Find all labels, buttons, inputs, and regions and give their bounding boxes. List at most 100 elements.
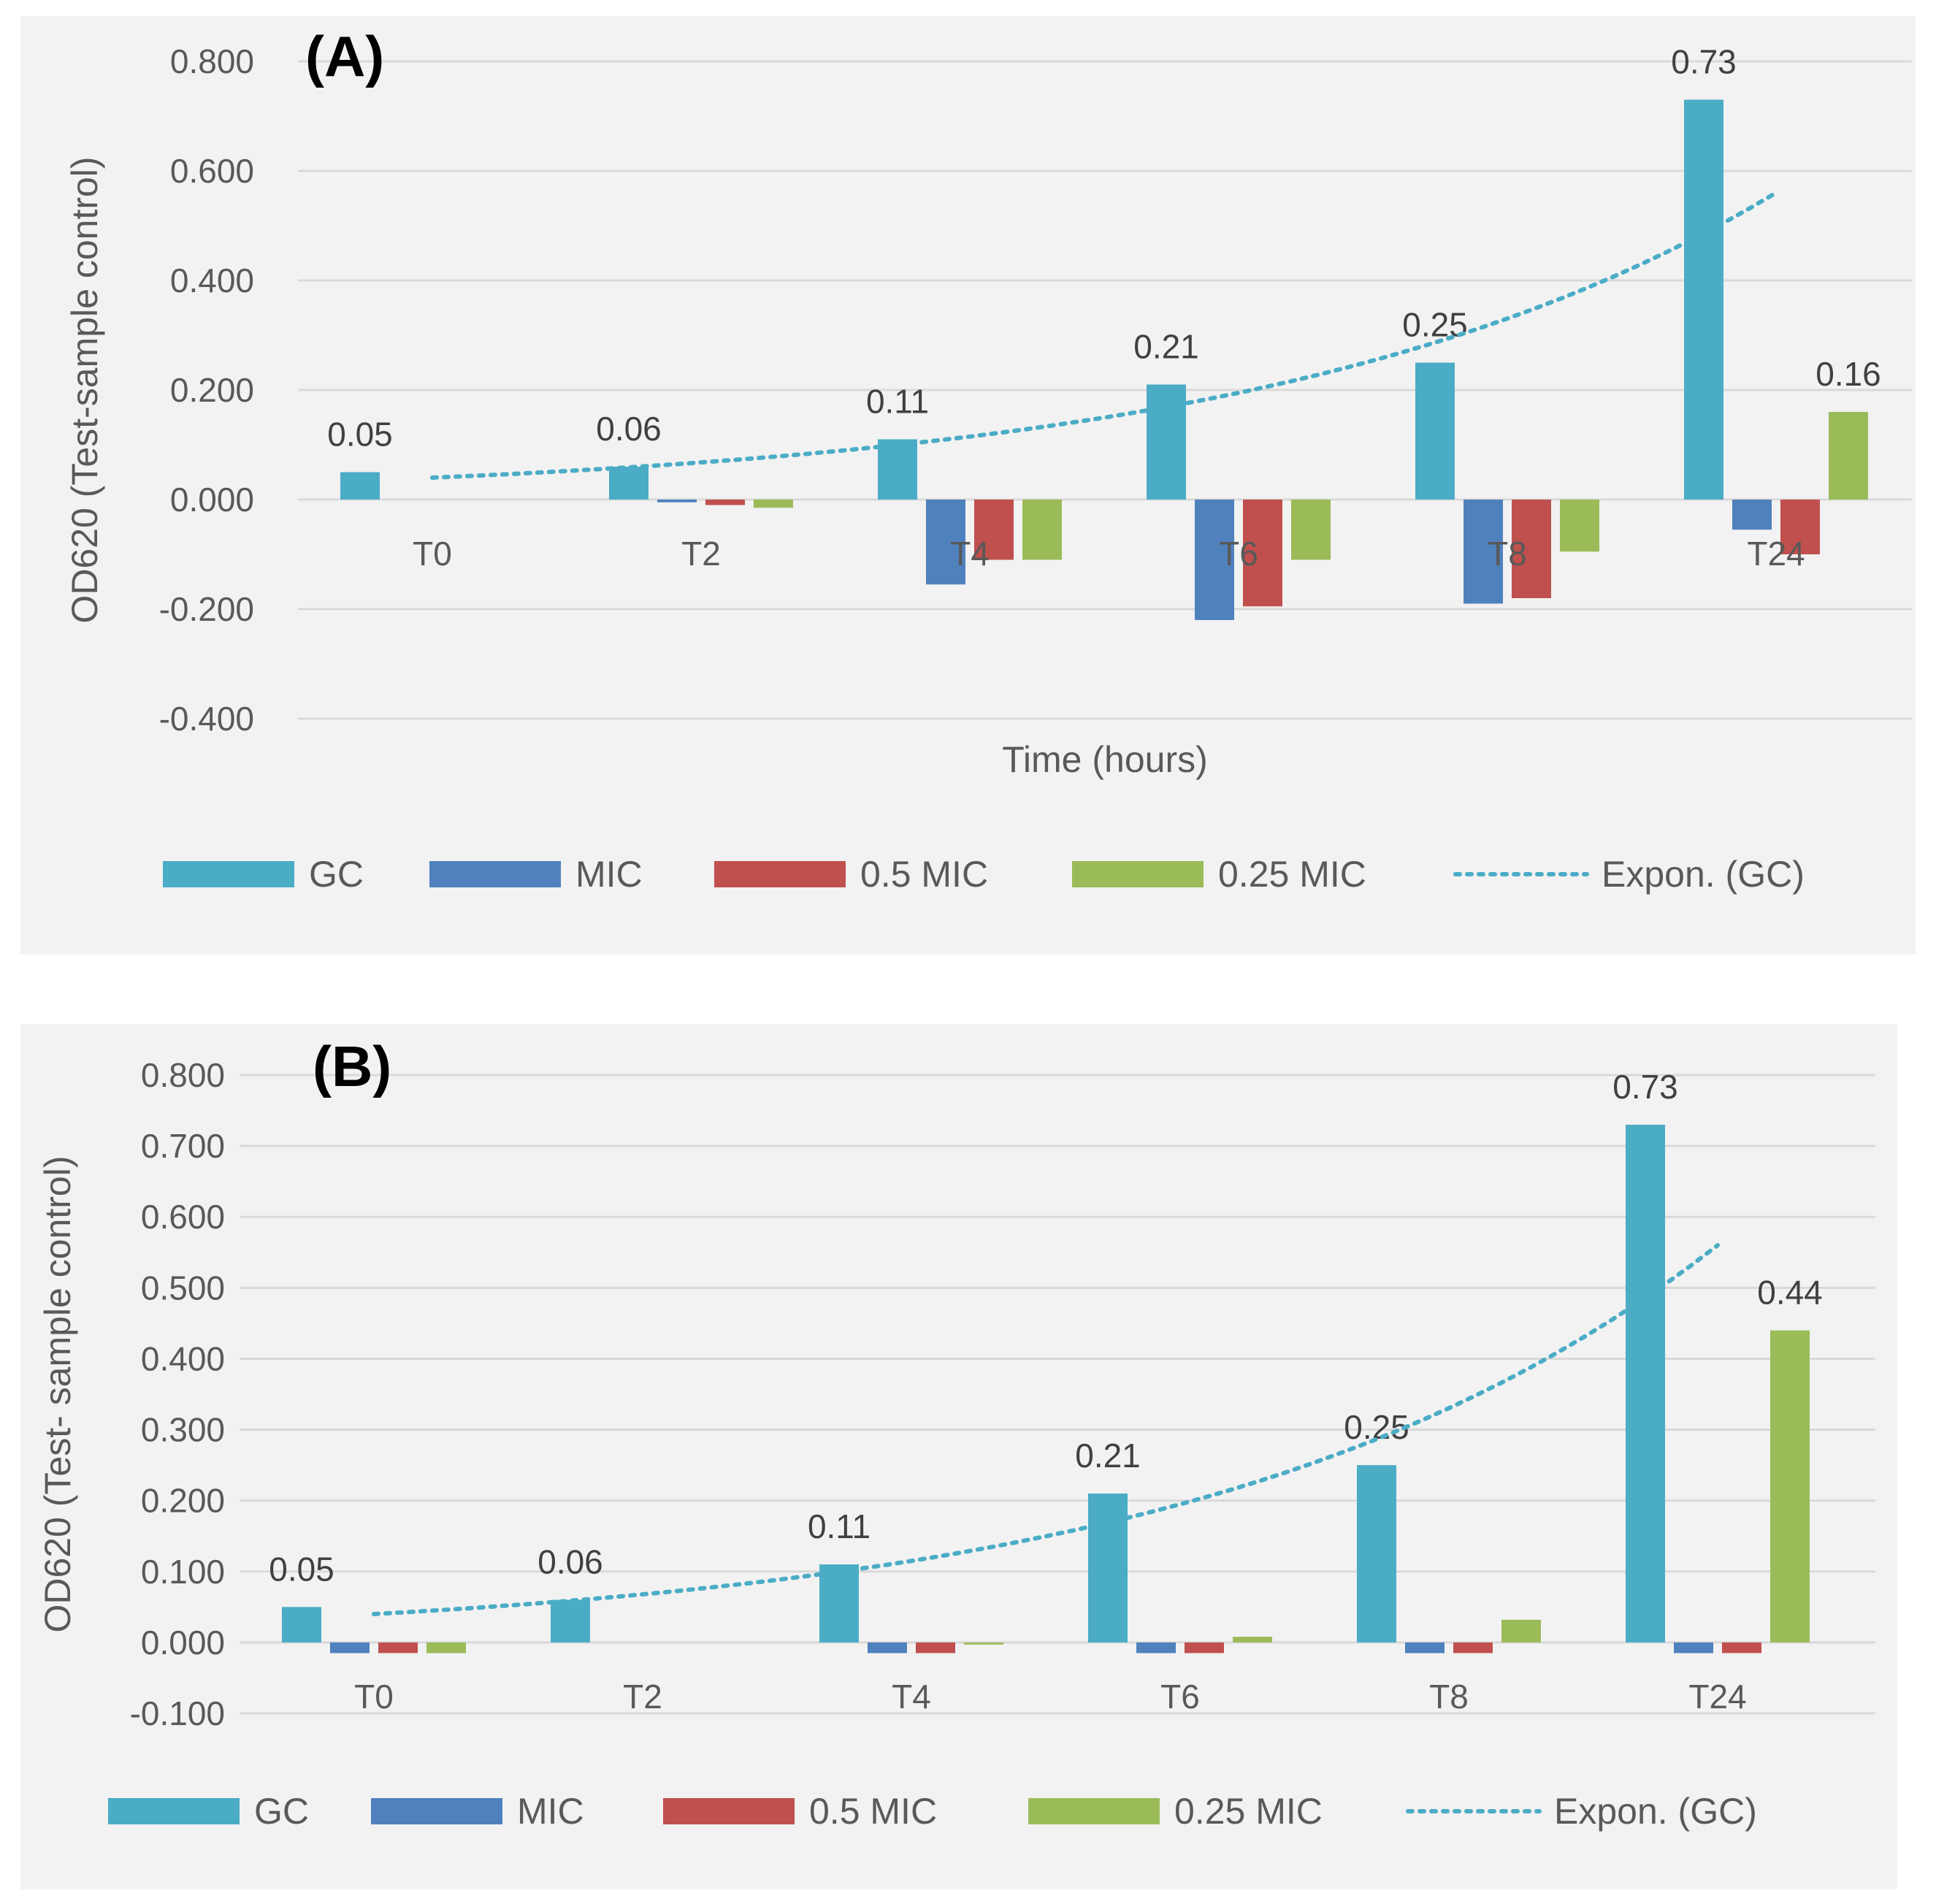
bar-0-5-mic — [974, 500, 1014, 560]
x-category-label: T4 — [892, 1678, 931, 1716]
legend-swatch — [371, 1798, 502, 1824]
legend-swatch — [1028, 1798, 1160, 1824]
y-tick-label: -0.200 — [159, 590, 254, 628]
legend-label: 0.25 MIC — [1174, 1791, 1323, 1832]
y-axis-title: OD620 (Test- sample control) — [37, 1155, 78, 1632]
x-category-label: T6 — [1160, 1678, 1200, 1716]
data-label: 0.21 — [1133, 328, 1199, 366]
bar-gc — [878, 439, 917, 500]
x-category-label: T0 — [354, 1678, 394, 1716]
panel-title: (A) — [305, 24, 384, 88]
bar-mic — [1405, 1642, 1445, 1653]
data-label: 0.21 — [1075, 1437, 1141, 1475]
y-tick-label: 0.800 — [141, 1056, 225, 1094]
data-label: 0.44 — [1757, 1274, 1823, 1312]
data-label: 0.11 — [808, 1507, 871, 1545]
data-label: 0.16 — [1816, 355, 1881, 393]
bar-0-5-mic — [1453, 1642, 1493, 1653]
legend-swatch — [714, 861, 846, 887]
data-label: 0.06 — [537, 1543, 603, 1581]
y-tick-label: 0.100 — [141, 1553, 225, 1591]
bar-0-5-mic — [1185, 1642, 1224, 1653]
bar-0-25-mic — [1770, 1330, 1810, 1643]
x-category-label: T0 — [413, 535, 452, 573]
bar-0-25-mic — [1560, 500, 1599, 552]
legend-label: Expon. (GC) — [1602, 854, 1805, 895]
legend-swatch — [1072, 861, 1204, 887]
x-category-label: T2 — [623, 1678, 662, 1716]
bar-mic — [1195, 500, 1234, 620]
bar-mic — [1136, 1642, 1176, 1653]
y-tick-label: 0.500 — [141, 1269, 225, 1307]
bar-0-25-mic — [1022, 500, 1062, 560]
bar-gc — [1684, 99, 1723, 500]
legend-label: 0.25 MIC — [1218, 854, 1366, 895]
legend-label: GC — [254, 1791, 309, 1832]
y-tick-label: -0.100 — [130, 1694, 225, 1732]
bar-mic — [657, 500, 697, 502]
y-axis-title: OD620 (Test-sample control) — [64, 156, 105, 623]
legend-label: Expon. (GC) — [1554, 1791, 1757, 1832]
bar-gc — [609, 467, 648, 500]
legend-swatch — [429, 861, 561, 887]
chart-panel-b: 0.800 0.700 0.600 0.500 0.400 0.300 0.200 0.100… — [20, 1024, 1897, 1889]
bar-0-5-mic — [1722, 1642, 1761, 1653]
bar-mic — [1732, 500, 1772, 530]
x-category-label: T8 — [1429, 1678, 1469, 1716]
legend-swatch — [663, 1798, 795, 1824]
bar-0-5-mic — [916, 1642, 955, 1653]
data-label: 0.11 — [866, 383, 929, 421]
bar-gc — [1357, 1465, 1396, 1643]
data-label: 0.73 — [1671, 43, 1737, 81]
bar-0-25-mic — [1829, 412, 1868, 500]
bar-0-25-mic — [1233, 1637, 1272, 1643]
legend-label: 0.5 MIC — [860, 854, 988, 895]
bar-0-5-mic — [378, 1642, 418, 1653]
y-tick-label: 0.700 — [141, 1127, 225, 1165]
bar-0-25-mic — [426, 1642, 466, 1653]
bar-0-25-mic — [754, 500, 793, 508]
bar-gc — [340, 472, 380, 500]
y-tick-label: 0.000 — [170, 481, 254, 519]
x-category-label: T2 — [681, 535, 721, 573]
bar-mic — [1674, 1642, 1713, 1653]
data-label: 0.05 — [327, 416, 393, 454]
bar-mic — [330, 1642, 370, 1653]
bar-0-25-mic — [1291, 500, 1331, 560]
y-tick-label: 0.000 — [141, 1624, 225, 1662]
data-label: 0.06 — [596, 410, 662, 448]
bar-gc — [1626, 1124, 1665, 1643]
x-category-label: T4 — [950, 535, 990, 573]
y-tick-label: 0.200 — [170, 371, 254, 409]
chart-b-svg: 0.800 0.700 0.600 0.500 0.400 0.300 0.200 0.100… — [37, 1034, 1875, 1832]
data-label: 0.73 — [1612, 1068, 1678, 1106]
legend-label: 0.5 MIC — [809, 1791, 937, 1832]
x-axis-title: Time (hours) — [1002, 739, 1208, 780]
y-tick-label: 0.400 — [141, 1339, 225, 1377]
bar-gc — [282, 1607, 321, 1643]
legend-swatch — [108, 1798, 240, 1824]
chart-a-svg: 0.800 0.600 0.400 0.200 0.000 -0.200 -0.400 0.0… — [64, 24, 1912, 895]
bar-0-5-mic — [1512, 500, 1551, 598]
data-label: 0.25 — [1402, 306, 1468, 344]
bar-0-25-mic — [1501, 1619, 1541, 1643]
panel-title: (B) — [313, 1034, 391, 1098]
legend-label: MIC — [517, 1791, 584, 1832]
bar-mic — [1464, 500, 1503, 604]
y-tick-label: 0.600 — [170, 152, 254, 190]
data-label: 0.05 — [269, 1550, 334, 1588]
x-category-label: T24 — [1747, 535, 1805, 573]
bar-gc — [551, 1599, 590, 1643]
y-tick-label: 0.200 — [141, 1482, 225, 1520]
bar-0-5-mic — [1243, 500, 1282, 607]
bar-0-5-mic — [705, 500, 745, 505]
bar-gc — [1147, 384, 1186, 500]
y-tick-label: 0.600 — [141, 1198, 225, 1236]
x-category-label: T6 — [1219, 535, 1258, 573]
trendline — [372, 1243, 1720, 1616]
legend-swatch — [163, 861, 294, 887]
x-category-label: T8 — [1488, 535, 1527, 573]
y-tick-label: -0.400 — [159, 700, 254, 738]
y-tick-label: 0.400 — [170, 261, 254, 299]
bar-mic — [868, 1642, 907, 1653]
